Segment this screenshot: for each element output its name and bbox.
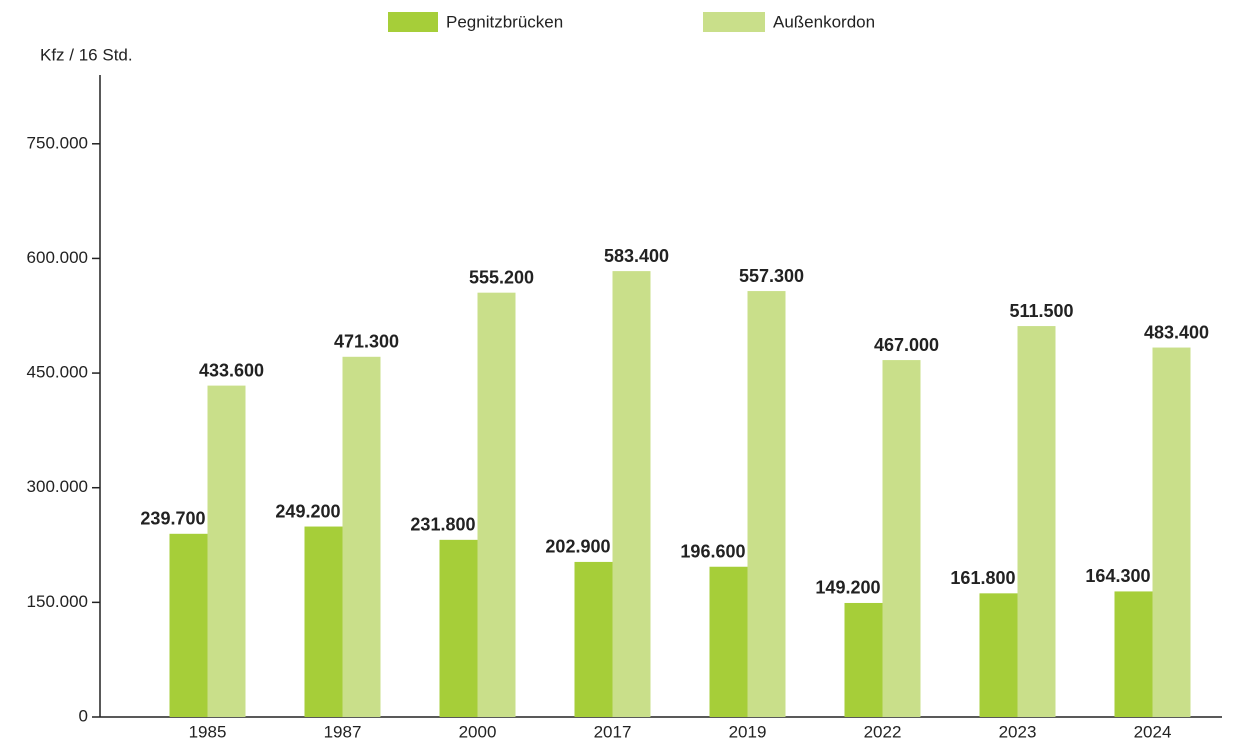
bar bbox=[844, 602, 883, 717]
bar bbox=[304, 526, 343, 717]
y-tick-label: 600.000 bbox=[27, 248, 88, 267]
bar bbox=[574, 561, 613, 717]
legend-label: Pegnitzbrücken bbox=[446, 12, 563, 31]
data-label: 239.700 bbox=[140, 509, 205, 529]
data-label: 161.800 bbox=[950, 568, 1015, 588]
legend-swatch bbox=[703, 12, 765, 32]
data-label: 202.900 bbox=[545, 537, 610, 557]
bar bbox=[477, 292, 516, 717]
data-label: 149.200 bbox=[815, 578, 880, 598]
bar bbox=[882, 360, 921, 717]
y-tick-label: 300.000 bbox=[27, 477, 88, 496]
bar bbox=[1152, 347, 1191, 717]
bar bbox=[169, 533, 208, 717]
legend-swatch bbox=[388, 12, 438, 32]
data-label: 555.200 bbox=[469, 267, 534, 287]
x-tick-label: 1987 bbox=[324, 722, 362, 741]
y-axis-label: Kfz / 16 Std. bbox=[40, 45, 133, 64]
y-tick-label: 150.000 bbox=[27, 592, 88, 611]
x-tick-label: 2019 bbox=[729, 722, 767, 741]
bar bbox=[1017, 326, 1056, 717]
bar bbox=[747, 291, 786, 717]
data-label: 433.600 bbox=[199, 360, 264, 380]
bar bbox=[1114, 591, 1153, 717]
data-label: 196.600 bbox=[680, 541, 745, 561]
bar bbox=[979, 593, 1018, 717]
data-label: 583.400 bbox=[604, 246, 669, 266]
data-label: 557.300 bbox=[739, 266, 804, 286]
data-label: 483.400 bbox=[1144, 322, 1209, 342]
bar bbox=[207, 385, 246, 717]
x-tick-label: 1985 bbox=[189, 722, 227, 741]
x-tick-label: 2024 bbox=[1134, 722, 1172, 741]
bar bbox=[439, 539, 478, 717]
data-label: 511.500 bbox=[1009, 301, 1073, 321]
y-tick-label: 0 bbox=[79, 706, 88, 725]
x-tick-label: 2023 bbox=[999, 722, 1037, 741]
bar bbox=[342, 356, 381, 717]
y-tick-label: 750.000 bbox=[27, 133, 88, 152]
data-label: 231.800 bbox=[410, 515, 475, 535]
bar bbox=[612, 271, 651, 717]
bar bbox=[709, 566, 748, 717]
data-label: 164.300 bbox=[1085, 566, 1150, 586]
x-tick-label: 2022 bbox=[864, 722, 902, 741]
data-label: 249.200 bbox=[275, 501, 340, 521]
y-tick-label: 450.000 bbox=[27, 363, 88, 382]
data-label: 471.300 bbox=[334, 332, 399, 352]
legend-label: Außenkordon bbox=[773, 12, 875, 31]
x-tick-label: 2017 bbox=[594, 722, 632, 741]
x-tick-label: 2000 bbox=[459, 722, 497, 741]
data-label: 467.000 bbox=[874, 335, 939, 355]
